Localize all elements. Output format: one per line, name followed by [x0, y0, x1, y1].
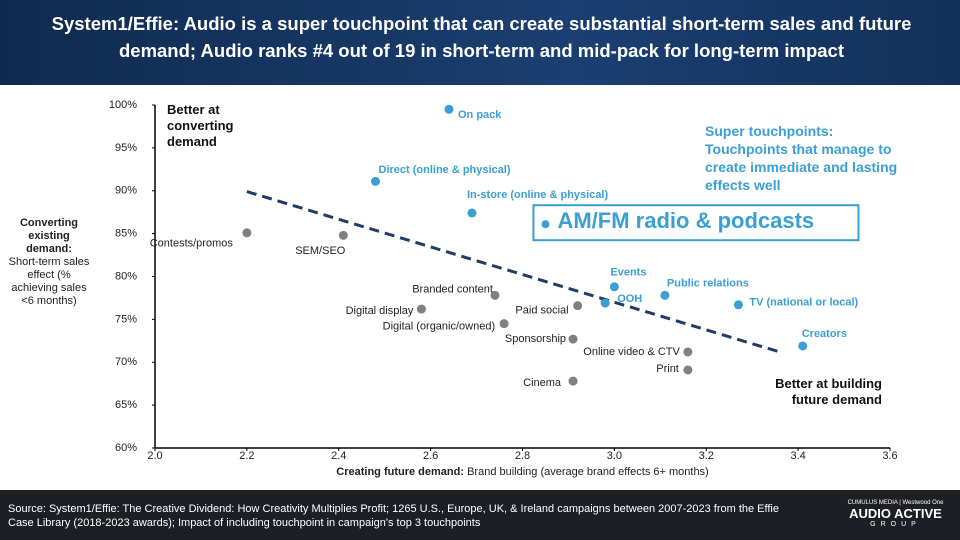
x-tick-label: 3.0 — [607, 450, 622, 462]
point — [660, 290, 670, 300]
point — [600, 298, 610, 308]
title: System1/Effie: Audio is a super touchpoi… — [51, 13, 912, 61]
point-label: Cinema — [523, 377, 562, 389]
footer-band — [0, 490, 960, 540]
x-tick-label: 2.0 — [147, 450, 162, 462]
point — [416, 304, 426, 314]
point — [371, 176, 380, 186]
point — [683, 347, 693, 357]
x-tick-label: 2.2 — [239, 450, 254, 462]
point-label: Digital display — [346, 305, 414, 317]
highlight-box — [532, 204, 860, 242]
point-label: AM/FM radio & podcasts — [557, 208, 814, 233]
point-label: Public relations — [667, 277, 749, 289]
x-tick-label: 3.2 — [699, 450, 714, 462]
logo-text: GROUP — [870, 521, 921, 528]
annotation: Better at building future demand — [775, 376, 882, 407]
point-label: Sponsorship — [505, 333, 566, 345]
point — [541, 220, 550, 229]
logo-top: CUMULUS MEDIA | Westwood One — [847, 500, 944, 506]
x-axis-title-text: Brand building (average brand effects 6+… — [467, 466, 709, 478]
y-tick-label: 75% — [115, 313, 137, 325]
point-label: Direct (online & physical) — [379, 164, 511, 176]
point-label: In-store (online & physical) — [467, 189, 609, 201]
y-axis-title-bold: Converting existing demand: — [19, 217, 79, 255]
annotation: Better at converting demand — [167, 102, 234, 149]
source-note: Source: System1/Effie: The Creative Divi… — [8, 503, 779, 529]
x-tick-label: 2.4 — [331, 450, 346, 462]
annotation: Super touchpoints: Touchpoints that mana… — [705, 123, 898, 193]
point-label: Print — [656, 363, 679, 375]
x-tick-label: 3.4 — [790, 450, 805, 462]
point-label: Creators — [802, 328, 847, 340]
y-axis-title: Converting existing demand: Short-term sa… — [6, 217, 92, 308]
point — [242, 228, 252, 238]
point — [568, 334, 578, 344]
logo-text: CUMULUS MEDIA — [847, 500, 898, 506]
point — [798, 341, 808, 351]
point-label: TV (national or local) — [749, 297, 858, 309]
y-tick-label: 85% — [115, 228, 137, 240]
point-label: Events — [610, 267, 646, 279]
point — [733, 300, 743, 310]
logo-text: Westwood One — [902, 500, 944, 506]
point-label: Paid social — [515, 305, 568, 317]
y-tick-label: 95% — [115, 142, 137, 154]
point — [568, 376, 578, 386]
x-axis-title-bold: Creating future demand: — [336, 466, 465, 478]
x-tick-label: 2.8 — [515, 450, 530, 462]
y-tick-label: 90% — [115, 185, 137, 197]
point-label: SEM/SEO — [295, 245, 346, 257]
trendline — [246, 190, 781, 354]
logo: CUMULUS MEDIA | Westwood One AUDIO ACTIV… — [838, 500, 953, 528]
x-tick-label: 2.6 — [423, 450, 438, 462]
point — [499, 319, 509, 329]
logo-text: AUDIO ACTIVE — [849, 506, 942, 521]
header-band — [0, 0, 960, 85]
y-tick-label: 65% — [115, 399, 137, 411]
y-tick-label: 60% — [115, 442, 137, 454]
point-label: OOH — [617, 293, 642, 305]
y-axis-title-text: Short-term sales effect (% achieving sal… — [8, 256, 90, 307]
point-label: Digital (organic/owned) — [383, 321, 496, 333]
point-label: Online video & CTV — [583, 346, 680, 358]
point-label: Contests/promos — [150, 238, 234, 250]
x-axis-title: Creating future demand: Brand building (… — [155, 466, 890, 478]
point-label: Branded content — [412, 283, 493, 295]
y-tick-label: 70% — [115, 356, 137, 368]
point — [490, 290, 500, 300]
point-label: On pack — [458, 109, 502, 121]
x-tick-label: 3.6 — [882, 450, 897, 462]
point — [609, 282, 619, 292]
point — [338, 230, 348, 240]
y-tick-label: 100% — [109, 99, 137, 111]
point — [444, 104, 454, 114]
point — [573, 301, 583, 311]
point — [467, 208, 477, 218]
y-tick-label: 80% — [115, 270, 137, 282]
point — [683, 365, 693, 375]
